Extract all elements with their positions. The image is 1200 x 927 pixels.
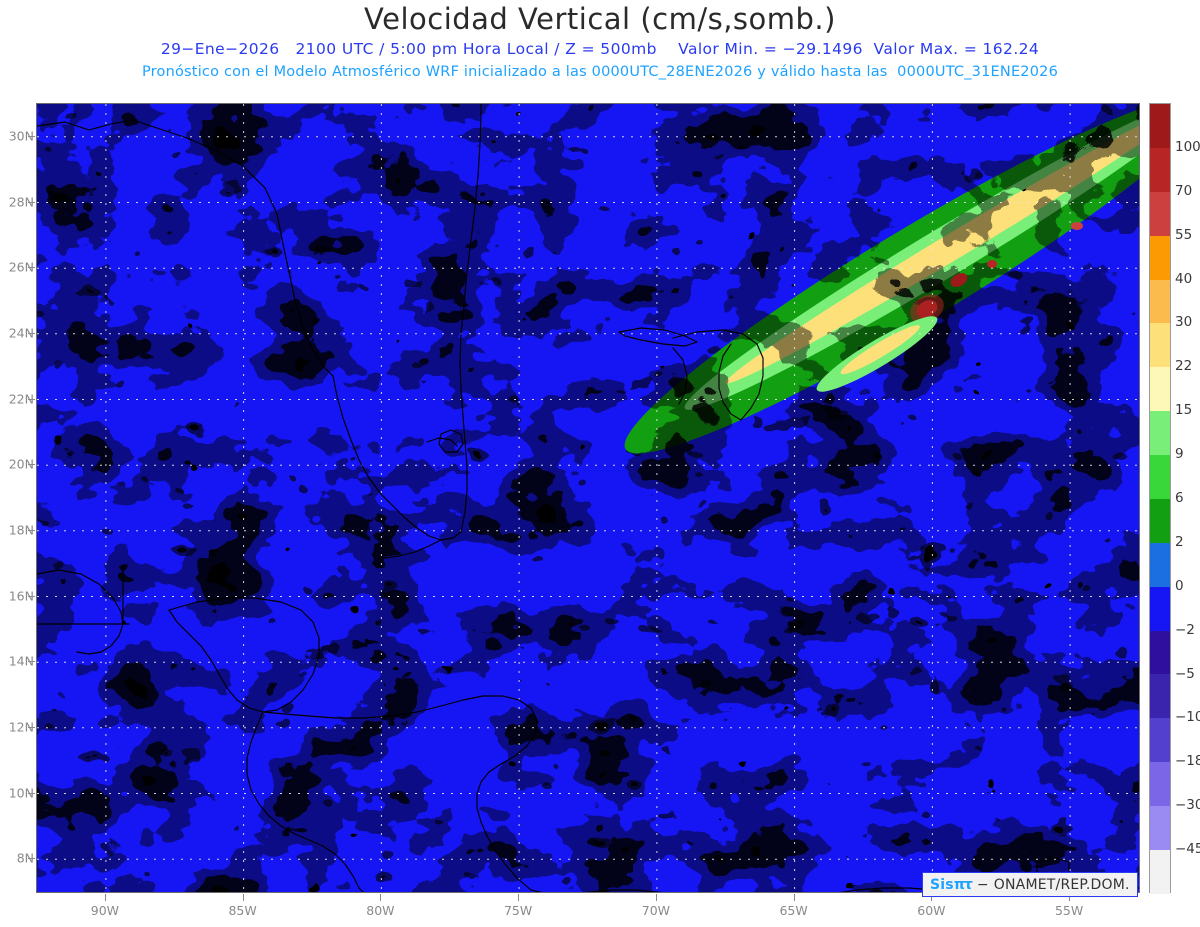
watermark-brand: Sis bbox=[930, 876, 954, 893]
vertical-velocity-field bbox=[37, 104, 1139, 892]
watermark-credit: Sis πτ − ONAMET/REP.DOM. bbox=[922, 872, 1138, 897]
colorbar-swatch bbox=[1150, 498, 1170, 543]
y-tick-label: 8N bbox=[16, 850, 34, 866]
colorbar-swatch bbox=[1150, 147, 1170, 192]
colorbar-swatch bbox=[1150, 674, 1170, 719]
colorbar-swatch bbox=[1150, 586, 1170, 631]
colorbar-swatch bbox=[1150, 718, 1170, 763]
y-tick-label: 30N bbox=[8, 128, 34, 144]
colorbar-tick-label: −18 bbox=[1175, 753, 1200, 770]
colorbar-swatch bbox=[1150, 191, 1170, 236]
colorbar-swatch bbox=[1150, 323, 1170, 368]
colorbar-swatch bbox=[1150, 849, 1170, 894]
x-tick-label: 75W bbox=[503, 903, 533, 918]
x-tick-label: 70W bbox=[641, 903, 671, 918]
colorbar-tick-label: 22 bbox=[1175, 358, 1193, 375]
y-tick-label: 22N bbox=[8, 391, 34, 406]
y-tick-label: 10N bbox=[8, 785, 34, 800]
subtitle-line-1: 29−Ene−2026 2100 UTC / 5:00 pm Hora Loca… bbox=[160, 40, 1040, 58]
colorbar-tick-label: 55 bbox=[1175, 226, 1193, 243]
colorbar-tick-label: 30 bbox=[1175, 314, 1193, 331]
x-tick-label: 60W bbox=[917, 903, 946, 918]
y-tick-label: 26N bbox=[8, 259, 34, 275]
watermark-separator: − bbox=[976, 876, 989, 893]
y-tick-label: 14N bbox=[8, 653, 34, 669]
colorbar-tick-label: 40 bbox=[1175, 270, 1193, 287]
y-tick-label: 16N bbox=[8, 588, 34, 603]
colorbar-tick-label: 9 bbox=[1175, 446, 1184, 463]
colorbar-swatch bbox=[1150, 235, 1170, 280]
subtitle-line-2: Pronóstico con el Modelo Atmosférico WRF… bbox=[141, 64, 1059, 80]
colorbar-swatch bbox=[1150, 279, 1170, 324]
watermark-agency: ONAMET/REP.DOM. bbox=[993, 876, 1130, 893]
colorbar-swatch bbox=[1150, 367, 1170, 412]
colorbar-tick-label: 2 bbox=[1175, 533, 1184, 550]
colorbar-tick-label: 0 bbox=[1175, 577, 1184, 594]
map-gridlines bbox=[37, 104, 1139, 892]
map-plot-area[interactable] bbox=[36, 103, 1140, 893]
y-tick-label: 20N bbox=[8, 456, 34, 472]
colorbar-tick-label: 70 bbox=[1175, 182, 1193, 199]
x-tick-label: 85W bbox=[228, 903, 257, 918]
colorbar-tick-label: −5 bbox=[1175, 665, 1195, 682]
colorbar-swatch bbox=[1150, 542, 1170, 587]
colorbar[interactable] bbox=[1149, 103, 1171, 894]
y-tick-label: 24N bbox=[8, 325, 34, 341]
page-title: Velocidad Vertical (cm/s,somb.) bbox=[364, 2, 836, 36]
colorbar-tick-label: 15 bbox=[1175, 402, 1193, 419]
y-tick-label: 18N bbox=[8, 522, 34, 538]
y-tick-label: 12N bbox=[8, 719, 34, 735]
watermark-brand-mark: πτ bbox=[953, 876, 973, 893]
colorbar-swatch bbox=[1150, 630, 1170, 675]
x-tick-label: 80W bbox=[366, 903, 395, 918]
colorbar-swatch bbox=[1150, 806, 1170, 850]
colorbar-tick-label: −10 bbox=[1175, 709, 1200, 726]
x-tick-label: 90W bbox=[90, 903, 120, 918]
colorbar-tick-label: −2 bbox=[1175, 621, 1195, 638]
x-tick-label: 65W bbox=[779, 903, 808, 918]
colorbar-tick-label: −30 bbox=[1175, 797, 1200, 814]
colorbar-tick-label: −45 bbox=[1175, 841, 1200, 858]
colorbar-tick-label: 6 bbox=[1175, 490, 1184, 506]
colorbar-swatch bbox=[1150, 411, 1170, 455]
colorbar-tick-label: 100 bbox=[1175, 138, 1200, 155]
colorbar-swatch bbox=[1150, 104, 1170, 148]
x-tick-label: 55W bbox=[1054, 903, 1084, 918]
colorbar-swatch bbox=[1150, 455, 1170, 499]
y-tick-label: 28N bbox=[8, 194, 34, 209]
colorbar-swatch bbox=[1150, 762, 1170, 806]
